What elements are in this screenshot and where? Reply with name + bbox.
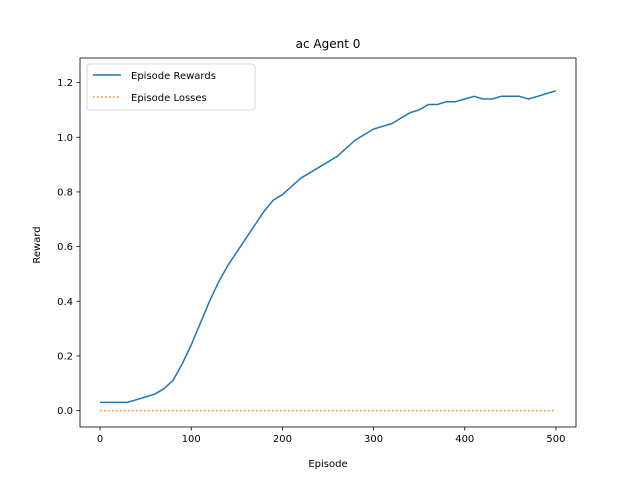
y-tick-label: 1.0 [57,133,73,144]
chart-title: ac Agent 0 [296,37,361,51]
series-line-1 [100,90,557,404]
legend-box [86,63,256,111]
legend: Episode Rewards Episode Losses [86,63,256,111]
y-axis-label: Reward [32,226,43,263]
y-tick-label: 0.0 [57,406,73,417]
plot-frame [79,57,577,428]
y-tick-label: 0.8 [57,187,73,198]
x-tick-label: 0 [97,434,103,445]
x-tick-label: 300 [364,434,383,445]
x-tick-label: 100 [182,434,201,445]
y-tick-label: 0.2 [57,351,73,362]
y-tick-label: 1.2 [57,78,73,89]
axes: 0 100 200 300 400 500 0.0 0.2 0.4 0.6 0.8 1.0 1.2 [57,57,577,445]
x-tick-label: 500 [546,434,565,445]
legend-label-2: Episode Losses [131,93,207,104]
y-tick-label: 0.6 [57,242,73,253]
y-tick-label: 0.4 [57,297,73,308]
x-tick-label: 200 [273,434,292,445]
x-tick-label: 400 [455,434,474,445]
legend-label-1: Episode Rewards [131,71,216,82]
plot-area [100,90,557,412]
x-axis-label: Episode [308,459,347,470]
